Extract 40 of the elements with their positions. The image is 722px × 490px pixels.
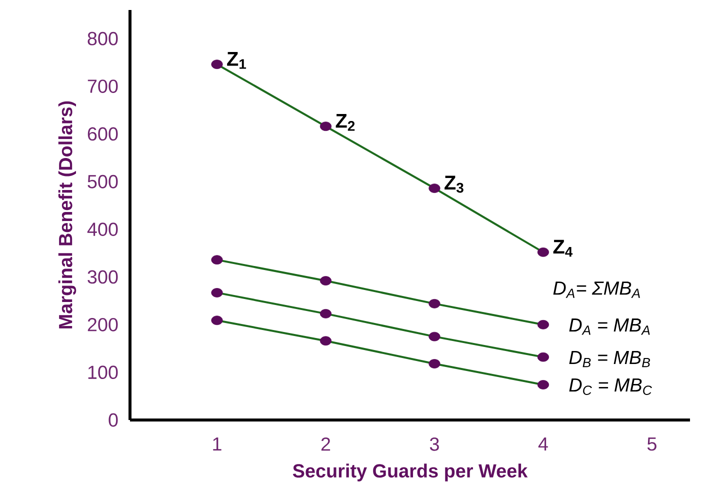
point xyxy=(537,248,550,257)
x-tick-label: 1 xyxy=(213,437,222,450)
y-tick-label: 700 xyxy=(88,80,118,93)
point xyxy=(428,332,440,342)
x-tick-label: 2 xyxy=(321,437,330,451)
point xyxy=(537,380,550,390)
y-tick-label: 800 xyxy=(88,32,118,46)
x-tick-label: 5 xyxy=(647,437,656,451)
annotation: Z$_{3}$ xyxy=(444,176,464,193)
annotation: Z$_{4}$ xyxy=(553,240,573,257)
y-tick-label: 600 xyxy=(88,127,118,141)
point xyxy=(428,184,440,193)
y-tick-label: 100 xyxy=(88,366,118,380)
annotation: Z$_{2}$ xyxy=(336,114,355,131)
y-tick-label: 0 xyxy=(108,413,118,427)
x-tick-label: 4 xyxy=(538,437,548,450)
point xyxy=(428,359,440,368)
series-label: D$_{C}$ = MB$_{C}$ xyxy=(569,378,652,395)
series-label: D$_{A}$= ΣMB$_{A}$ xyxy=(553,282,640,298)
y-tick-label: 200 xyxy=(88,318,118,332)
x-tick-label: 3 xyxy=(430,437,439,451)
series-label: D$_{B}$ = MB$_{B}$ xyxy=(569,350,650,368)
point xyxy=(320,122,332,132)
y-tick-label: 300 xyxy=(88,270,118,284)
point xyxy=(211,255,223,264)
point xyxy=(320,309,332,318)
point xyxy=(211,288,223,298)
series-label: D$_{A}$ = MB$_{A}$ xyxy=(569,318,650,335)
point xyxy=(428,298,440,308)
point xyxy=(320,276,332,286)
point xyxy=(320,336,332,346)
annotation: Z$_{1}$ xyxy=(227,52,246,69)
y-axis-title: Marginal Benefit (Dollars) xyxy=(58,101,76,328)
x-axis-title: Security Guards per Week xyxy=(292,464,528,482)
point xyxy=(537,352,550,362)
point xyxy=(211,60,223,70)
y-tick-label: 400 xyxy=(87,222,118,236)
y-tick-label: 500 xyxy=(88,174,118,188)
point xyxy=(537,320,550,330)
point xyxy=(211,316,223,326)
